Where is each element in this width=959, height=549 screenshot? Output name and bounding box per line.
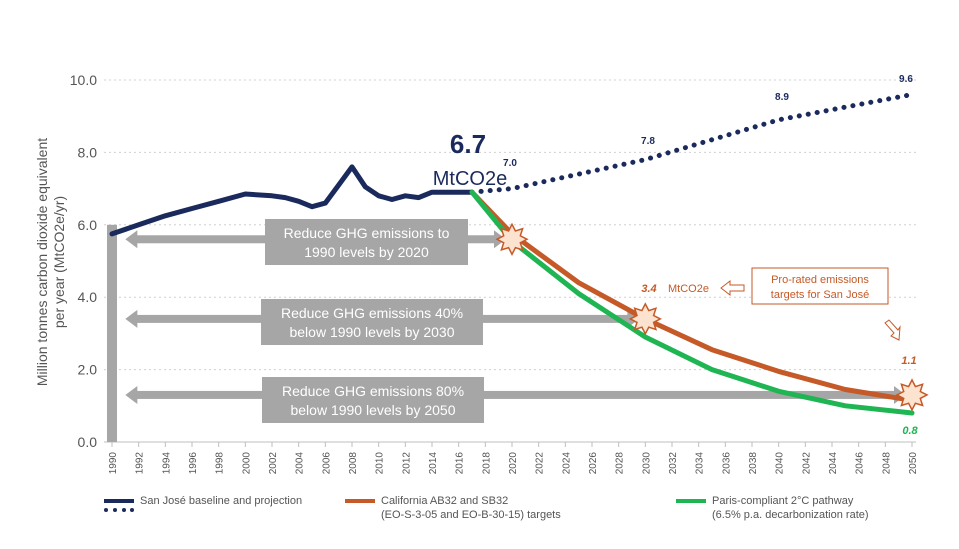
y-axis: 0.0 2.0 4.0 6.0 8.0 10.0 (70, 72, 97, 450)
target-box-line1: Reduce GHG emissions to (284, 225, 450, 241)
target-box-line1: Reduce GHG emissions 80% (282, 383, 464, 399)
x-tick-label: 1992 (135, 452, 146, 475)
x-tick-label: 2038 (748, 452, 759, 475)
data-label: 0.8 (902, 425, 918, 437)
legend-label: Paris-compliant 2°C pathway (6.5% p.a. d… (712, 494, 869, 522)
target-boxes: Reduce GHG emissions to 1990 levels by 20… (261, 219, 484, 423)
target-box (265, 219, 468, 265)
target-box-line1: Reduce GHG emissions 40% (281, 305, 463, 321)
point-labels: 7.0 7.8 8.9 9.6 3.4 1.1 0.8 MtCO2e (503, 74, 918, 437)
data-label: 8.9 (775, 92, 789, 103)
x-tick-label: 2036 (721, 452, 732, 475)
series-line (109, 164, 475, 237)
x-tick-label: 2026 (588, 452, 599, 475)
callout: Pro-rated emissions targets for San José (720, 267, 901, 341)
target-star-marker (628, 302, 662, 336)
x-axis: 1990 1992 1994 1996 1998 2000 2002 2004 2006 2008… (108, 442, 919, 474)
callout-line2: targets for San José (771, 289, 869, 301)
data-label: 9.6 (899, 74, 913, 85)
y-tick-label: 4.0 (78, 289, 98, 305)
x-tick-label: 2008 (348, 452, 359, 475)
y-tick-label: 6.0 (78, 217, 98, 233)
y-axis-label: Million tonnes carbon dioxide equivalent (34, 138, 50, 386)
y-tick-label: 2.0 (78, 362, 98, 378)
x-tick-label: 2010 (375, 452, 386, 475)
current-value-annotation: 6.7 MtCO2e (433, 129, 507, 190)
target-box (262, 377, 484, 423)
target-arrow-left-head (125, 230, 138, 249)
y-tick-label: 0.0 (78, 434, 98, 450)
target-box-line2: 1990 levels by 2020 (304, 244, 429, 260)
target-arrow-left-head (125, 385, 138, 404)
target-box (261, 299, 483, 345)
target-stars (495, 222, 929, 412)
callout-box (751, 267, 889, 305)
x-tick-label: 1996 (188, 452, 199, 475)
x-tick-label: 2050 (908, 452, 919, 475)
y-axis-label-line2: per year (MtCO2e/yr) (51, 196, 67, 328)
series-line (469, 92, 915, 195)
legend-label-line2: (EO-S-3-05 and EO-B-30-15) targets (381, 509, 561, 521)
x-tick-label: 1990 (108, 452, 119, 475)
y-tick-label: 8.0 (78, 144, 98, 160)
x-tick-label: 2016 (455, 452, 466, 475)
x-tick-label: 2012 (401, 452, 412, 475)
x-tick-label: 1994 (161, 452, 172, 475)
x-tick-label: 2028 (615, 452, 626, 475)
x-tick-label: 2018 (481, 452, 492, 475)
data-label: 3.4 (641, 283, 656, 295)
legend-swatch-dotted (104, 508, 134, 512)
target-box-line2: below 1990 levels by 2030 (289, 324, 454, 340)
target-star-marker (495, 222, 529, 256)
current-value-unit: MtCO2e (433, 168, 507, 190)
legend-swatch (676, 499, 706, 503)
callout-arrow-down-icon (884, 319, 901, 341)
x-tick-label: 2002 (268, 452, 279, 475)
x-tick-label: 2014 (428, 452, 439, 475)
x-tick-label: 2022 (535, 452, 546, 475)
x-tick-label: 2032 (668, 452, 679, 475)
target-arrow-shaft (133, 390, 897, 399)
x-tick-label: 2044 (828, 452, 839, 475)
legend-label-line1: Paris-compliant 2°C pathway (712, 495, 854, 507)
legend-label: San José baseline and projection (140, 495, 303, 507)
legend-label: California AB32 and SB32 (EO-S-3-05 and … (381, 494, 561, 522)
x-tick-label: 2048 (881, 452, 892, 475)
current-value: 6.7 (450, 129, 486, 159)
grid-lines (104, 79, 916, 443)
x-tick-label: 1998 (215, 452, 226, 475)
data-label: 1.1 (901, 355, 916, 367)
y-tick-label: 10.0 (70, 72, 97, 88)
x-tick-label: 2024 (561, 452, 572, 475)
legend-swatch-solid (104, 499, 134, 503)
x-tick-label: 2030 (641, 452, 652, 475)
baseline-1990-bar (107, 224, 117, 442)
data-label: 7.0 (503, 158, 517, 169)
callout-line1: Pro-rated emissions (771, 274, 869, 286)
legend-label-line1: California AB32 and SB32 (381, 495, 509, 507)
x-tick-label: 2042 (801, 452, 812, 475)
data-label: 7.8 (641, 136, 655, 147)
x-tick-label: 2006 (321, 452, 332, 475)
legend-swatch (345, 499, 375, 503)
callout-arrow-left-icon (720, 279, 745, 297)
legend-label-line2: (6.5% p.a. decarbonization rate) (712, 509, 869, 521)
target-arrows (107, 224, 906, 442)
x-tick-label: 2040 (775, 452, 786, 475)
target-box-line2: below 1990 levels by 2050 (290, 402, 455, 418)
target-star-marker (895, 378, 929, 412)
x-tick-label: 2000 (241, 452, 252, 475)
x-tick-label: 2034 (695, 452, 706, 475)
x-tick-label: 2020 (508, 452, 519, 475)
target-arrow-left-head (125, 309, 138, 328)
unit-label: MtCO2e (668, 283, 709, 295)
x-tick-label: 2046 (855, 452, 866, 475)
x-tick-label: 2004 (295, 452, 306, 475)
